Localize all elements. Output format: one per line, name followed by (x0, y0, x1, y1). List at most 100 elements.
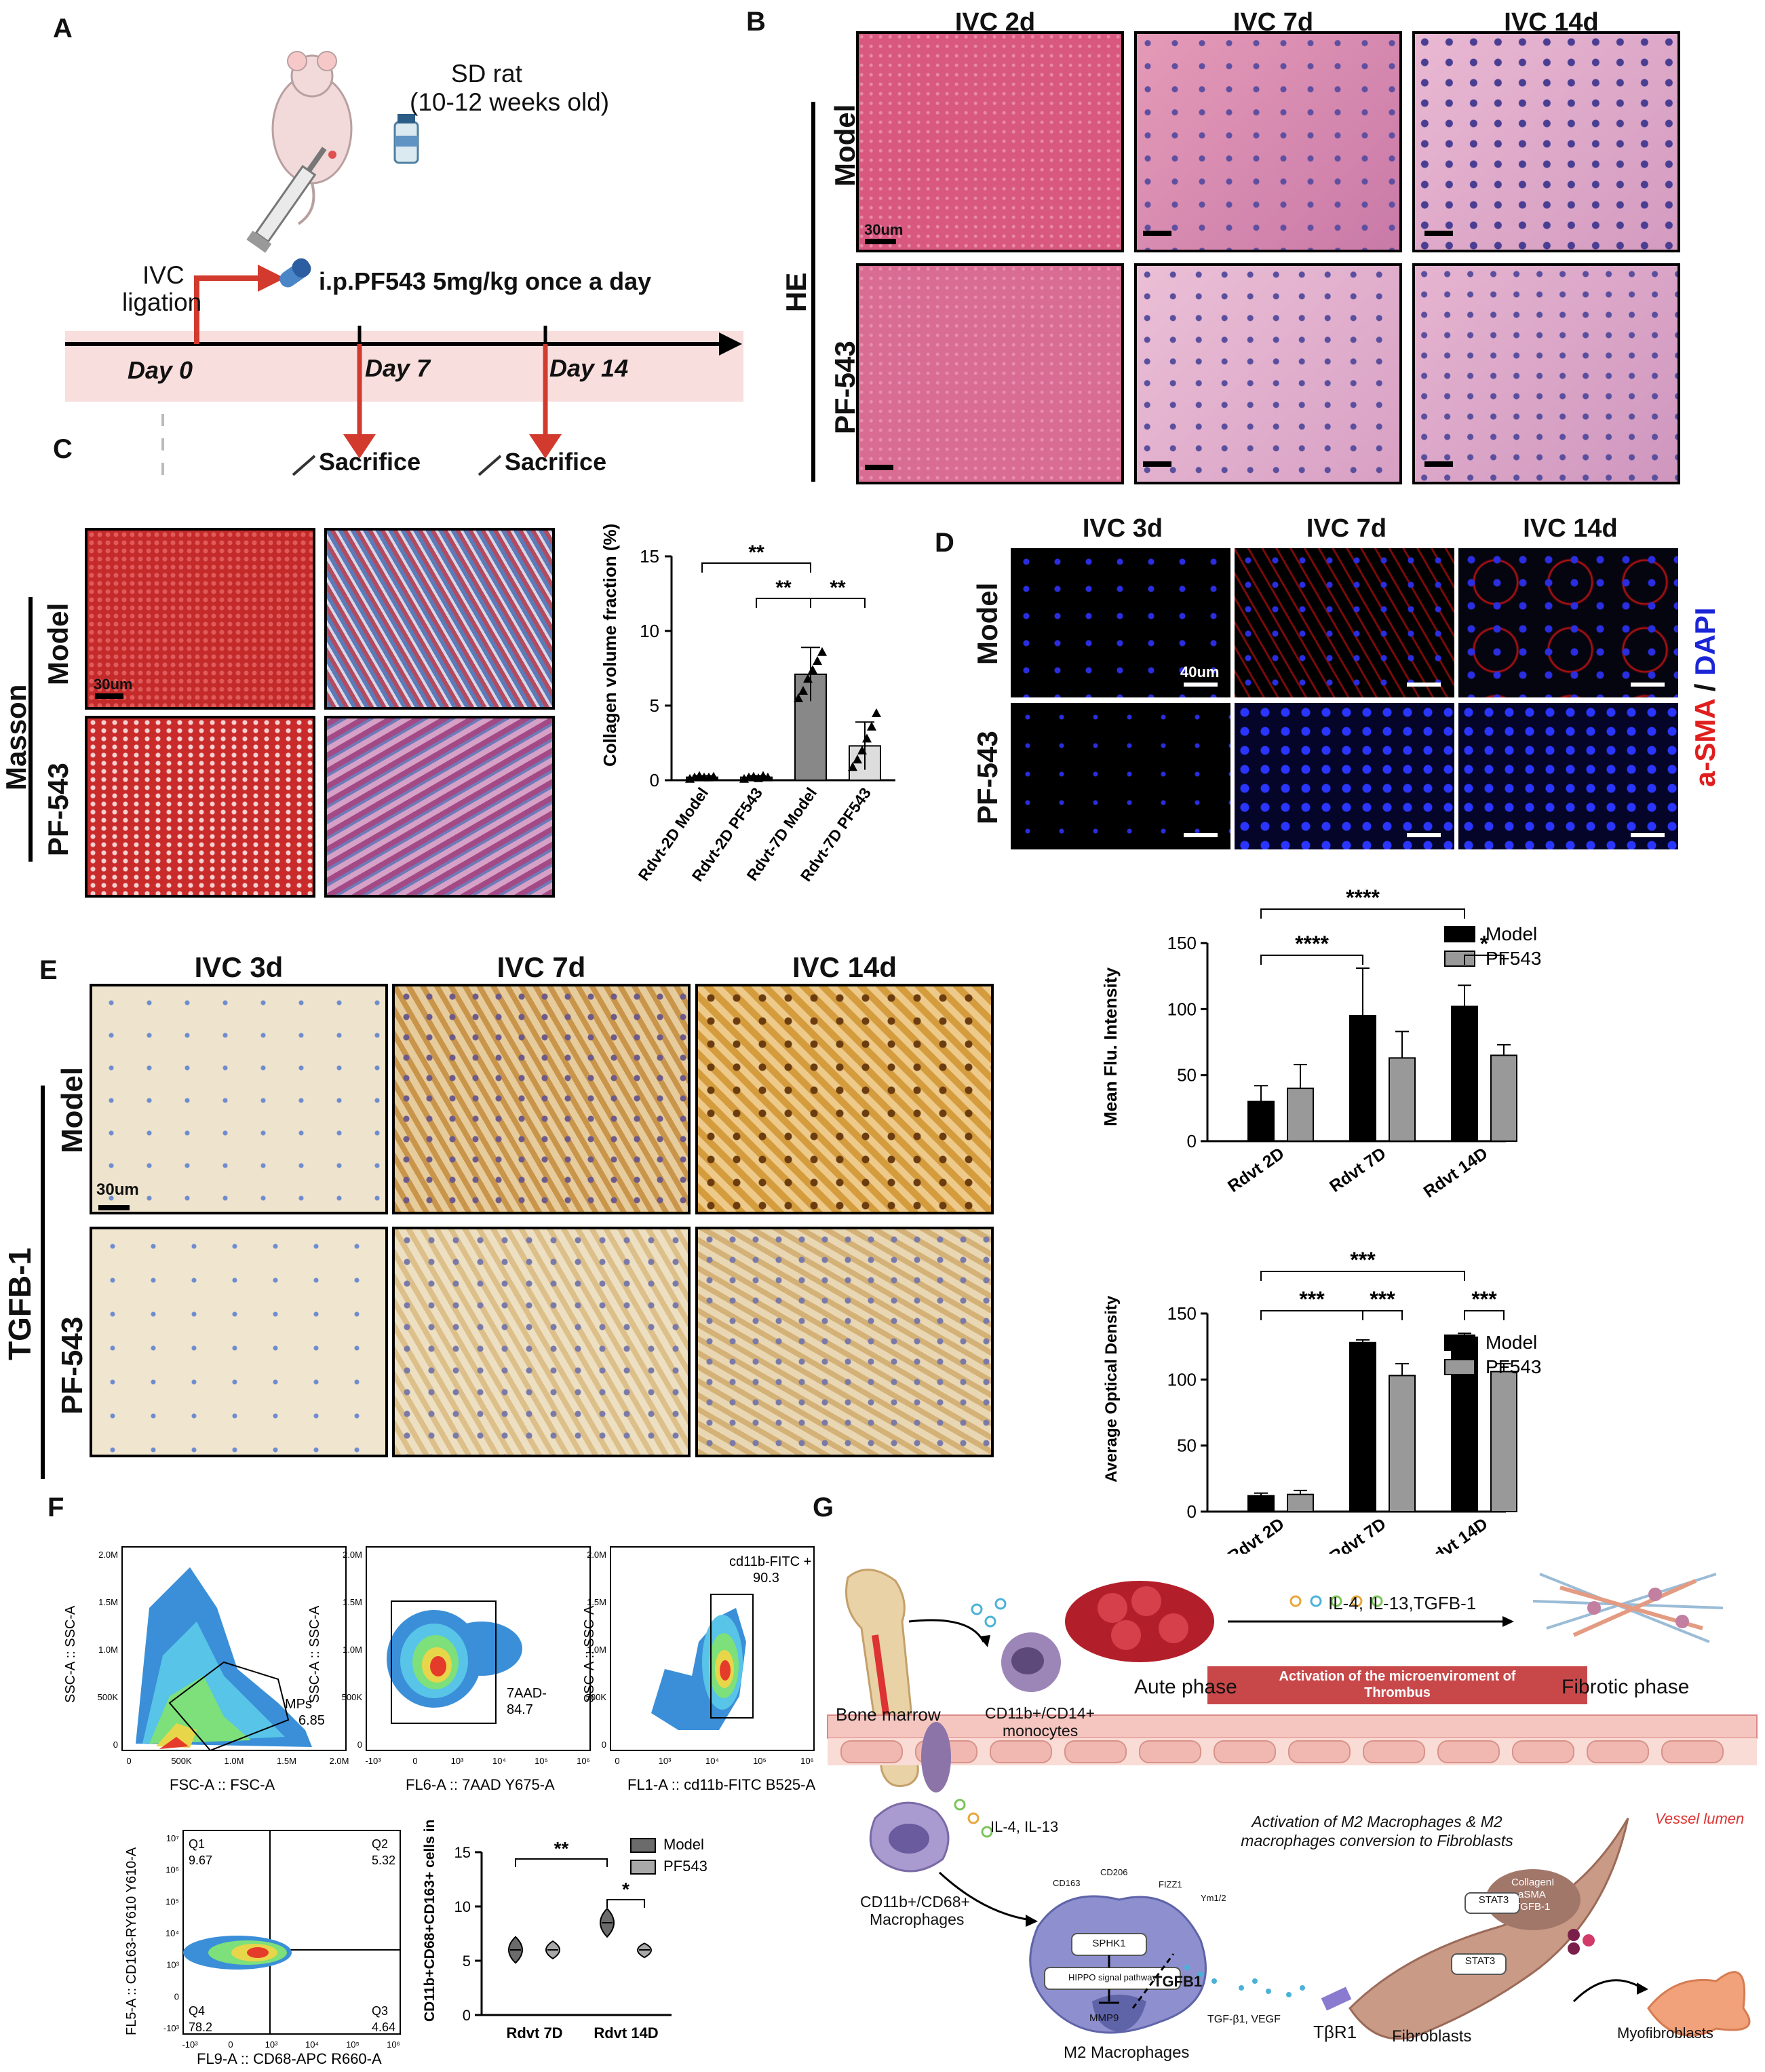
tgfb-pf543-7d-image (392, 1227, 691, 1457)
violin-legend-label: PF543 (663, 1858, 707, 1875)
tgfb-model-7d-image (392, 984, 691, 1214)
fibroblast-icon (1349, 1818, 1629, 2040)
optical-density-legend-label: Model (1486, 1332, 1537, 1353)
flow3-gate: cd11b-FITC + (729, 1554, 811, 1569)
flow4-ytick-label: 10⁶ (166, 1865, 179, 1875)
flow1-xtick-label: 1.0M (225, 1756, 244, 1766)
flow4-ytick-label: 10³ (166, 1960, 179, 1970)
collagen-point (808, 665, 817, 674)
flow4-q4v: 78.2 (189, 2020, 212, 2034)
optical-density-significance-label: *** (1370, 1287, 1395, 1311)
asma-model-3d-image (1011, 548, 1230, 697)
collagen-ytick-label: 5 (650, 695, 659, 716)
collagen-point (709, 771, 718, 781)
monocytes-label-1: CD11b+/CD14+ (985, 1704, 1095, 1722)
flow4-xlabel: FL9-A :: CD68-APC R660-A (197, 2050, 382, 2067)
optical-density-significance-label: *** (1471, 1287, 1497, 1311)
rat-label: SD rat (451, 60, 522, 88)
flow2-xtick-label: 10⁴ (492, 1756, 506, 1766)
cd206-label: CD206 (1100, 1867, 1128, 1877)
flow3-ytick-label: 1.5M (587, 1597, 606, 1607)
tgfb-model-3d-image (90, 984, 388, 1214)
violin-ytick-label: 5 (463, 1953, 471, 1970)
panel-d-row-1: Model (971, 582, 1003, 665)
mean-flu-significance-bracket (1464, 955, 1505, 965)
panel-c-stain-label: Masson (0, 684, 32, 790)
fizz1-label: FIZZ1 (1159, 1879, 1182, 1889)
mean-flu-ytick-label: 150 (1167, 933, 1197, 953)
collagen-point (763, 772, 773, 782)
panel-letter-c: C (53, 434, 73, 464)
flow4-ytick-label: -10³ (163, 2023, 180, 2033)
ym-label: Ym1/2 (1201, 1893, 1226, 1903)
he-pf543-14d-image (1412, 263, 1680, 484)
violin-legend-swatch (630, 1838, 656, 1853)
optical-density-ylabel: Average Optical Density (1102, 1295, 1121, 1482)
flow1-ytick-label: 1.5M (98, 1597, 118, 1607)
optical-density-significance-bracket (1260, 1271, 1465, 1281)
collagen-label-1: CollagenI (1511, 1877, 1555, 1888)
mean-flu-significance-label: **** (1295, 932, 1329, 956)
violin-legend-swatch (630, 1860, 656, 1875)
panel-e-row-2: PF-543 (56, 1316, 89, 1415)
flow1-ytick-label: 500K (98, 1692, 119, 1702)
treatment-label: i.p.PF543 5mg/kg once a day (319, 267, 652, 295)
flow2-ytick-label: 1.5M (343, 1597, 362, 1607)
flow4-xtick-label: 0 (228, 2039, 233, 2050)
asma-scale-bar (1184, 683, 1218, 687)
flow3-ytick-label: 500K (586, 1692, 607, 1702)
optical-density-ytick-label: 50 (1177, 1436, 1197, 1456)
flow4-ytick-label: 0 (174, 1991, 179, 2001)
activation-label-1: Activation of the microenviroment of (1279, 1669, 1516, 1684)
violin-significance-label: ** (554, 1838, 569, 1859)
optical-density-ytick-label: 0 (1187, 1501, 1197, 1522)
flow4-q2: Q2 (372, 1837, 388, 1851)
panel-letter-e: E (39, 955, 58, 985)
flow3-xtick-label: 10⁴ (705, 1756, 719, 1766)
flow2-ytick-label: 1.0M (343, 1645, 362, 1655)
flow1-gate: MPs (285, 1697, 312, 1712)
pill-icon (279, 258, 311, 288)
violin-category-label: Rdvt 14D (594, 2025, 658, 2041)
flow1-xtick-label: 2.0M (330, 1756, 349, 1766)
optical-density-significance-bracket (1362, 1310, 1403, 1320)
cytokines-label: IL-4, IL-13,TGFB-1 (1328, 1593, 1477, 1613)
collagen-point (754, 773, 763, 782)
flow-plot-1: MPs 6.85 SSC-A :: SSC-A FSC-A :: FSC-A (63, 1546, 347, 1793)
collagen-ytick-label: 10 (640, 621, 659, 641)
sacrifice-label-1: Sacrifice (319, 448, 421, 476)
mean-flu-ytick-label: 0 (1187, 1131, 1197, 1151)
flow2-ytick-label: 2.0M (343, 1550, 362, 1560)
tgfb-pf543-14d-image (695, 1227, 994, 1457)
flow2-ytick-label: 0 (357, 1740, 362, 1750)
stat3-label-2: STAT3 (1465, 1955, 1496, 1967)
flow4-ytick-label: 10⁴ (166, 1928, 179, 1938)
flow4-q1v: 9.67 (189, 1854, 212, 1867)
macrophages-label-2: Macrophages (870, 1911, 965, 1928)
mean-flu-bar (1389, 1057, 1416, 1142)
panel-letter-d: D (935, 528, 954, 558)
flow1-xtick-label: 500K (171, 1756, 192, 1766)
collagen-point (862, 733, 872, 743)
syringe-illustration (246, 147, 327, 253)
collagen-point (798, 686, 808, 695)
flow2-gate: 7AAD- (507, 1686, 547, 1701)
activation-label-2: Thrombus (1364, 1685, 1431, 1700)
collagen-significance-bracket (701, 562, 811, 573)
collagen-significance-label: ** (830, 577, 846, 599)
panel-letter-g: G (813, 1493, 834, 1522)
masson-model-7d-image (324, 528, 555, 710)
collagen-point (848, 762, 857, 771)
masson-model-2d-image (85, 528, 315, 710)
violin-ytick-label: 10 (454, 1898, 471, 1915)
panel-e-col-3: IVC 14d (792, 951, 897, 983)
ligation-label-1: IVC (142, 261, 185, 289)
collagen-point (817, 647, 827, 656)
macrophages-label-1: CD11b+/CD68+ (860, 1893, 970, 1911)
collagen-point (857, 746, 867, 754)
flow3-xlabel: FL1-A :: cd11b-FITC B525-A (627, 1776, 815, 1793)
he-pf543-2d-image (856, 263, 1124, 484)
mean-flu-significance-label: * (1480, 932, 1489, 956)
mean-flu-significance-label: **** (1346, 885, 1380, 910)
ligation-label-2: ligation (122, 288, 202, 316)
